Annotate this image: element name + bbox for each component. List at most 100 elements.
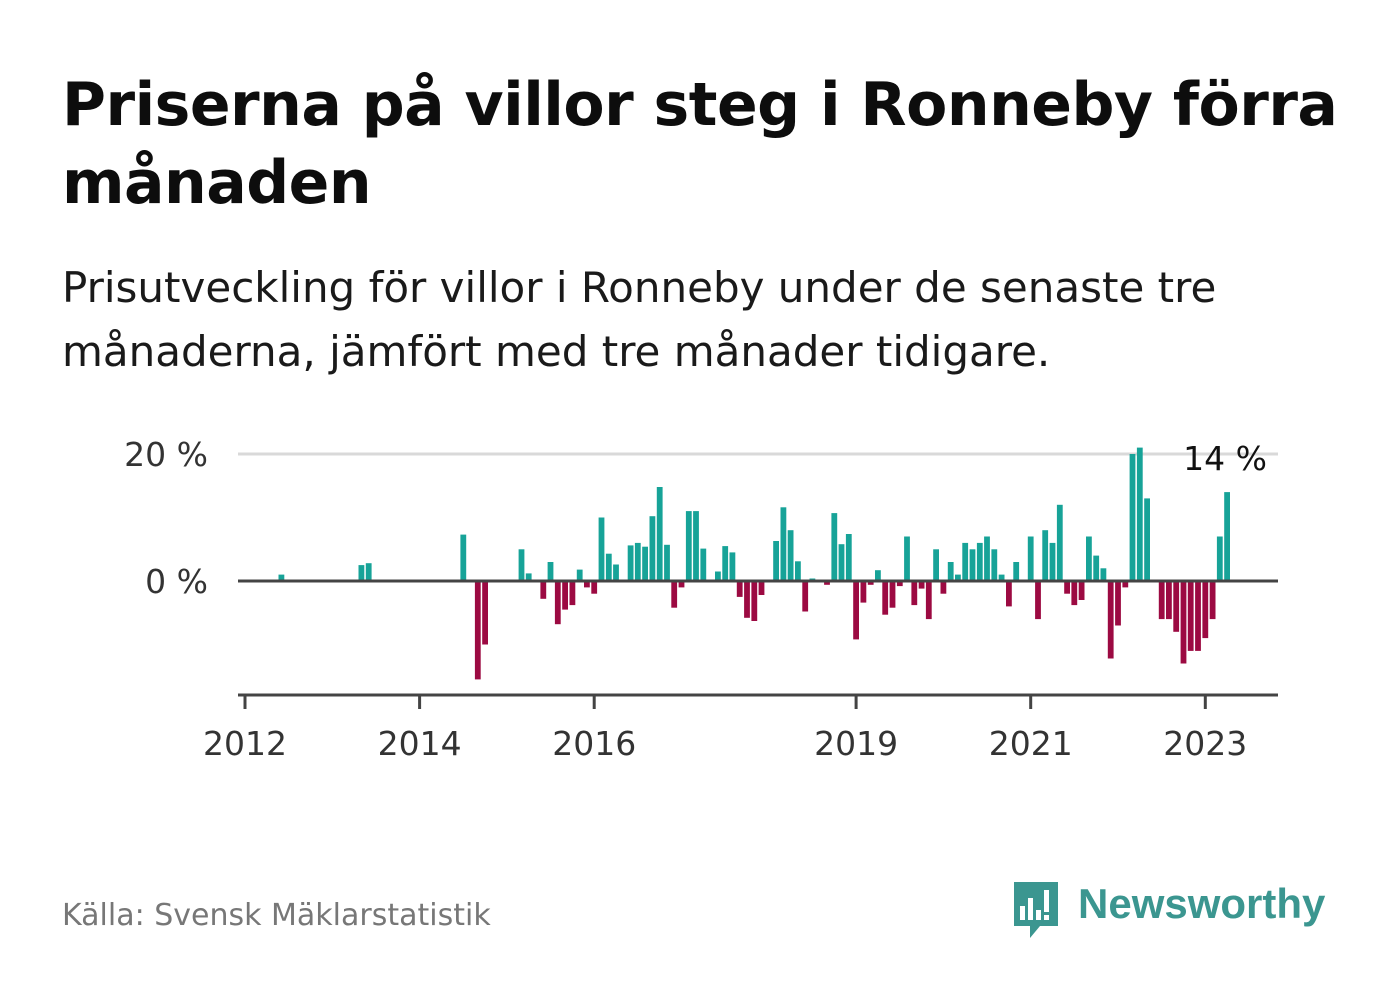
- bar: [925, 581, 932, 620]
- bar: [955, 574, 961, 581]
- bar: [547, 562, 554, 581]
- x-tick-label: 2016: [552, 724, 636, 763]
- bar: [831, 513, 838, 581]
- bar-chart-speech-bubble-icon: [1014, 882, 1058, 938]
- bar: [904, 536, 910, 581]
- bar: [693, 511, 699, 581]
- bar: [584, 581, 590, 588]
- bar: [1216, 536, 1223, 581]
- bar: [867, 581, 874, 585]
- bar: [991, 549, 998, 582]
- bar: [1173, 581, 1180, 632]
- bar: [1195, 581, 1201, 651]
- bar: [824, 581, 830, 585]
- latest-value-label: 14 %: [1183, 439, 1267, 478]
- bar: [715, 571, 721, 581]
- bar: [1115, 581, 1121, 626]
- bar: [278, 574, 285, 581]
- bar: [591, 581, 598, 594]
- bar: [896, 581, 903, 587]
- x-tick-label: 2012: [203, 724, 287, 763]
- bar: [940, 581, 947, 594]
- source-note: Källa: Svensk Mäklarstatistik: [62, 898, 491, 933]
- bar: [933, 549, 939, 582]
- bar: [518, 549, 525, 582]
- bar: [729, 552, 736, 581]
- bar: [1144, 498, 1150, 581]
- bar: [998, 574, 1005, 581]
- bar: [671, 581, 678, 608]
- bar: [969, 549, 976, 582]
- bar: [1129, 454, 1136, 581]
- bar: [780, 507, 787, 581]
- bar: [460, 534, 467, 581]
- bar: [882, 581, 889, 615]
- bar: [1078, 581, 1085, 600]
- bar: [1158, 581, 1165, 620]
- bar: [962, 542, 969, 581]
- bar: [947, 562, 954, 581]
- bar: [685, 511, 692, 581]
- bar: [1006, 581, 1012, 607]
- bar: [540, 581, 547, 599]
- bar: [773, 541, 779, 581]
- bar: [1035, 581, 1041, 620]
- bar: [1027, 536, 1034, 581]
- bar: [474, 581, 481, 680]
- bar: [664, 544, 670, 581]
- bar: [1166, 581, 1172, 620]
- bar: [976, 542, 983, 581]
- bar: [1013, 562, 1020, 581]
- bar: [1049, 542, 1056, 581]
- brand-name: Newsworthy: [1078, 880, 1326, 927]
- bar: [918, 581, 925, 589]
- bar: [634, 542, 641, 581]
- bar: [598, 517, 605, 581]
- bar: [1202, 581, 1209, 639]
- bar: [795, 561, 801, 581]
- bar: [751, 581, 758, 621]
- bar: [802, 581, 809, 612]
- x-tick-label: 2014: [378, 724, 462, 763]
- bar: [758, 581, 765, 595]
- bar: [642, 546, 648, 581]
- bar: [860, 581, 867, 603]
- bar: [1224, 492, 1230, 581]
- bar: [525, 573, 532, 581]
- x-tick-label: 2021: [989, 724, 1073, 763]
- chart-title: Priserna på villor steg i Ronneby förra …: [62, 70, 1338, 218]
- y-tick-label: 0 %: [145, 562, 208, 601]
- bar: [605, 553, 612, 581]
- bar: [649, 516, 656, 581]
- bar: [875, 570, 881, 581]
- bar: [1187, 581, 1194, 651]
- bar: [853, 581, 859, 640]
- bar: [984, 536, 990, 581]
- bar: [482, 581, 488, 645]
- bar: [911, 581, 918, 606]
- bar: [736, 581, 743, 597]
- bar: [1136, 447, 1143, 581]
- bar: [554, 581, 561, 625]
- tick-labels: 0 % 20 % 2012 2014 2016 2019 2021 2023 14 %: [124, 435, 1267, 763]
- bar: [576, 569, 583, 581]
- chart-subtitle: Prisutveckling för villor i Ronneby unde…: [62, 263, 1217, 376]
- bar: [569, 581, 576, 606]
- bar: [1209, 581, 1216, 620]
- bar: [1180, 581, 1187, 664]
- bar: [656, 487, 663, 581]
- bar: [678, 581, 685, 588]
- bar: [1107, 581, 1114, 659]
- bar: [1064, 581, 1070, 594]
- bar: [744, 581, 750, 618]
- y-tick-label: 20 %: [124, 435, 208, 474]
- newsworthy-logo[interactable]: Newsworthy: [1010, 878, 1330, 948]
- axes: [238, 579, 1278, 709]
- bar: [1071, 581, 1078, 606]
- bars: [278, 447, 1230, 680]
- bar: [889, 581, 896, 608]
- bar: [838, 544, 845, 581]
- bar: [627, 545, 634, 581]
- bar: [845, 534, 852, 581]
